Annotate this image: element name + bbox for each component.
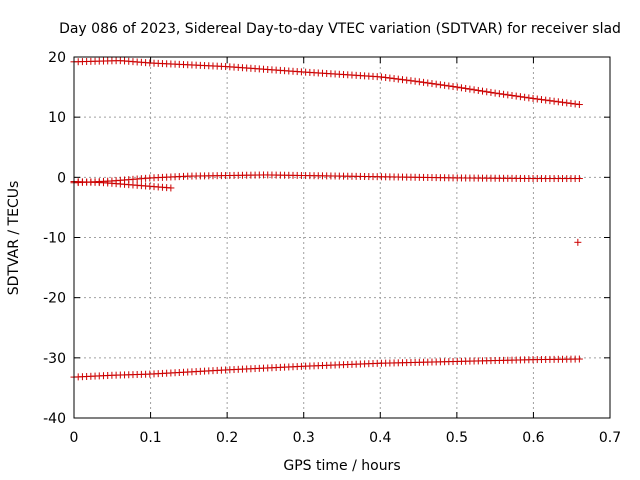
data-point	[415, 78, 423, 86]
data-point	[390, 75, 398, 83]
y-tick-label: 10	[48, 110, 66, 126]
data-point	[567, 99, 575, 107]
x-tick-label: 0.6	[522, 430, 544, 446]
y-tick-label: -10	[43, 231, 66, 247]
data-point	[516, 93, 524, 101]
data-point	[495, 90, 503, 98]
data-point	[453, 83, 461, 91]
data-point	[546, 97, 554, 105]
data-point	[563, 99, 571, 107]
grid-lines	[74, 57, 610, 418]
data-point	[474, 86, 482, 94]
data-point	[382, 74, 390, 82]
data-point	[470, 86, 478, 94]
data-point	[554, 98, 562, 106]
data-point	[167, 184, 175, 192]
y-tick-label: -30	[43, 351, 66, 367]
data-point	[542, 96, 550, 104]
data-point	[432, 80, 440, 88]
x-tick-label: 0.7	[599, 430, 621, 446]
x-tick-label: 0.4	[369, 430, 391, 446]
data-point	[462, 84, 470, 92]
data-point	[487, 88, 495, 96]
data-point	[533, 95, 541, 103]
plot-frame	[73, 56, 611, 419]
y-tick-label: -20	[43, 291, 66, 307]
data-point	[428, 80, 436, 88]
data-point	[386, 74, 394, 82]
chart-title: Day 086 of 2023, Sidereal Day-to-day VTE…	[59, 21, 621, 37]
x-tick-label: 0.2	[216, 430, 238, 446]
data-point	[512, 92, 520, 100]
x-tick-label: 0.5	[446, 430, 468, 446]
data-point	[394, 75, 402, 83]
data-point	[537, 96, 545, 104]
x-tick-label: 0	[70, 430, 79, 446]
data-point	[445, 82, 453, 90]
data-point	[398, 76, 406, 84]
x-tick-label: 0.3	[293, 430, 315, 446]
data-point	[457, 84, 465, 92]
data-point	[466, 85, 474, 93]
data-point	[407, 77, 415, 85]
data-point	[403, 76, 411, 84]
data-points	[70, 57, 583, 381]
axis-ticks: 0 0.1 0.2 0.3 0.4 0.5 0.6 0.7 -40 -30 -20 -10 0 10 20	[43, 50, 621, 446]
data-point	[411, 77, 419, 85]
data-point	[575, 101, 583, 109]
data-point	[377, 73, 385, 81]
data-point	[491, 89, 499, 97]
x-tick-label: 0.1	[139, 430, 161, 446]
data-point	[508, 91, 516, 99]
y-tick-label: 20	[48, 50, 66, 66]
data-point	[575, 175, 583, 183]
data-point	[449, 83, 457, 91]
y-axis-label: SDTVAR / TECUs	[6, 181, 22, 296]
x-axis-label: GPS time / hours	[283, 458, 400, 474]
y-tick-label: 0	[57, 170, 66, 186]
y-tick-label: -40	[43, 411, 66, 427]
data-point	[571, 100, 579, 108]
data-point	[525, 94, 533, 102]
data-point	[529, 94, 537, 102]
data-point	[521, 93, 529, 101]
data-point	[420, 78, 428, 86]
data-point	[504, 91, 512, 99]
data-point	[479, 87, 487, 95]
data-point	[500, 90, 508, 98]
data-point	[550, 97, 558, 105]
data-point	[483, 88, 491, 96]
data-point	[559, 98, 567, 106]
data-point	[574, 238, 582, 246]
data-point	[575, 355, 583, 363]
data-point	[441, 81, 449, 89]
data-point	[436, 81, 444, 89]
data-point	[424, 79, 432, 87]
